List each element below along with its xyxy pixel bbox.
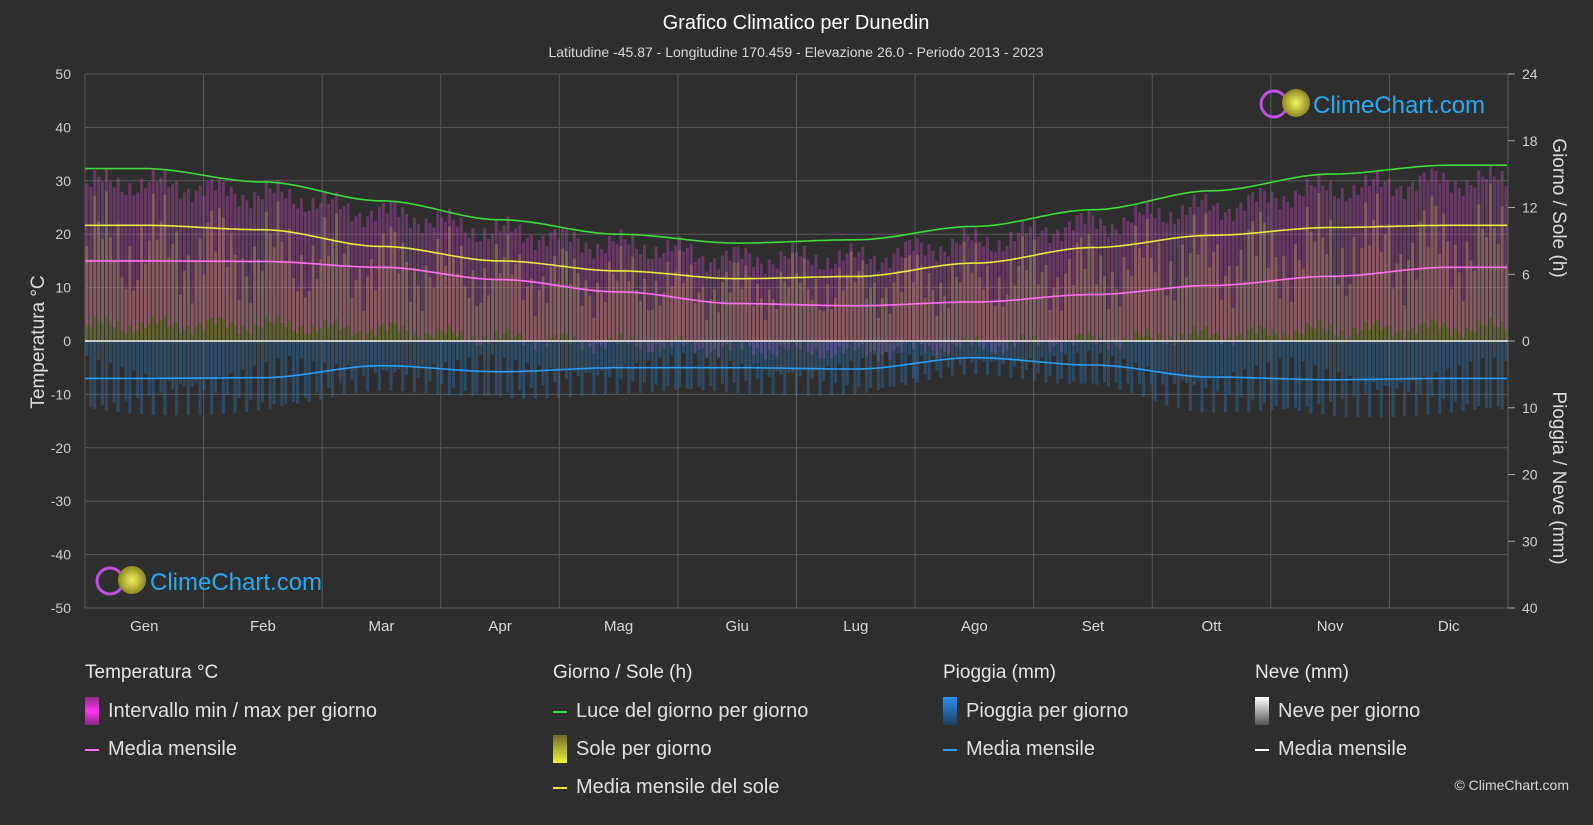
legend-heading: Pioggia (mm) (943, 662, 1056, 683)
right-top-tick-label: 0 (1522, 333, 1530, 349)
logo-top: ClimeChart.com (1259, 89, 1485, 119)
legend-label: Sole per giorno (576, 738, 712, 760)
right-bottom-tick-label: 20 (1522, 467, 1538, 483)
left-tick-label: 0 (63, 333, 71, 349)
chart-title: Grafico Climatico per Dunedin (663, 12, 930, 34)
legend-temperature: Temperatura °C Intervallo min / max per … (85, 662, 377, 776)
logo-sun-icon (118, 566, 146, 594)
daylight-swatch (553, 711, 567, 713)
legend-item: Media mensile del sole (553, 776, 808, 814)
left-tick-label: 10 (55, 280, 71, 296)
temp-mean-swatch (85, 749, 99, 751)
month-label: Ago (961, 618, 988, 635)
legend-item: Neve per giorno (1255, 697, 1421, 738)
month-label: Gen (130, 618, 158, 635)
right-bottom-axis-label: Pioggia / Neve (mm) (1548, 391, 1569, 564)
rain-mean-line (85, 356, 1507, 381)
legend-heading: Neve (mm) (1255, 662, 1349, 683)
logo-bottom: ClimeChart.com (95, 566, 322, 596)
left-tick-label: -50 (51, 600, 71, 616)
legend-item: Pioggia per giorno (943, 697, 1129, 738)
month-label: Feb (250, 618, 276, 635)
rain-mean-swatch (943, 749, 957, 751)
sun-swatch (553, 735, 567, 763)
legend-item: Intervallo min / max per giorno (85, 697, 378, 738)
legend-item: Media mensile (1255, 738, 1420, 776)
month-label: Mar (369, 618, 395, 635)
logo-sun-icon (1282, 89, 1310, 117)
logo-text-top: ClimeChart.com (1313, 92, 1485, 119)
chart-subtitle: Latitudine -45.87 - Longitudine 170.459 … (548, 44, 1043, 60)
left-axis-label: Temperatura °C (28, 275, 49, 408)
right-top-tick-label: 6 (1522, 266, 1530, 282)
month-label: Nov (1317, 618, 1344, 635)
month-label: Lug (843, 618, 868, 635)
left-tick-label: -40 (51, 547, 71, 563)
daylight-line (85, 164, 1507, 244)
right-bottom-tick-label: 40 (1522, 600, 1538, 616)
snow-mean-swatch (1255, 749, 1269, 751)
legend-label: Media mensile (1278, 738, 1407, 760)
legend-label: Intervallo min / max per giorno (108, 700, 378, 722)
right-bottom-tick-label: 30 (1522, 533, 1538, 549)
legend-sun: Giorno / Sole (h) Luce del giorno per gi… (553, 662, 808, 814)
right-top-axis-label: Giorno / Sole (h) (1548, 138, 1569, 277)
month-label: Giu (726, 618, 749, 635)
right-bottom-tick-label: 10 (1522, 400, 1538, 416)
temp-mean-line (85, 260, 1507, 307)
legend-label: Media mensile (966, 738, 1095, 760)
legend-item: Media mensile (943, 738, 1128, 776)
legend-label: Luce del giorno per giorno (576, 700, 809, 722)
left-tick-label: -20 (51, 440, 71, 456)
legend-label: Neve per giorno (1278, 700, 1421, 722)
left-tick-label: 30 (55, 173, 71, 189)
legend-label: Media mensile (108, 738, 237, 760)
sun-mean-line (85, 224, 1507, 280)
month-label: Dic (1438, 618, 1460, 635)
sun-mean-swatch (553, 787, 567, 789)
temp-range-swatch (85, 697, 99, 725)
copyright: © ClimeChart.com (1454, 777, 1569, 793)
logo-text-bottom: ClimeChart.com (150, 569, 322, 596)
legend-heading: Temperatura °C (85, 662, 219, 683)
legend-label: Pioggia per giorno (966, 700, 1129, 722)
legend-item: Sole per giorno (553, 735, 808, 776)
month-label: Mag (604, 618, 633, 635)
legend-rain: Pioggia (mm) Pioggia per giorno Media me… (943, 662, 1128, 776)
month-label: Ott (1202, 618, 1223, 635)
legend-item: Luce del giorno per giorno (553, 700, 808, 738)
plot-area: 50 40 30 20 10 0 -10 -20 -30 -40 -50 24 18 12 6 0 10 20 30… (51, 66, 1538, 635)
month-label: Set (1082, 618, 1105, 635)
left-tick-label: 50 (55, 66, 71, 82)
legend-label: Media mensile del sole (576, 776, 780, 798)
right-top-tick-label: 18 (1522, 133, 1538, 149)
left-tick-label: -30 (51, 493, 71, 509)
left-tick-label: -10 (51, 386, 71, 402)
legend-heading: Giorno / Sole (h) (553, 662, 693, 683)
rain-swatch (943, 697, 957, 725)
right-top-tick-label: 24 (1522, 66, 1538, 82)
left-tick-label: 40 (55, 119, 71, 135)
left-tick-label: 20 (55, 226, 71, 242)
legend-item: Media mensile (85, 738, 377, 776)
snow-swatch (1255, 697, 1269, 725)
legend-snow: Neve (mm) Neve per giorno Media mensile (1255, 662, 1420, 776)
right-top-tick-label: 12 (1522, 200, 1538, 216)
month-label: Apr (488, 618, 511, 635)
